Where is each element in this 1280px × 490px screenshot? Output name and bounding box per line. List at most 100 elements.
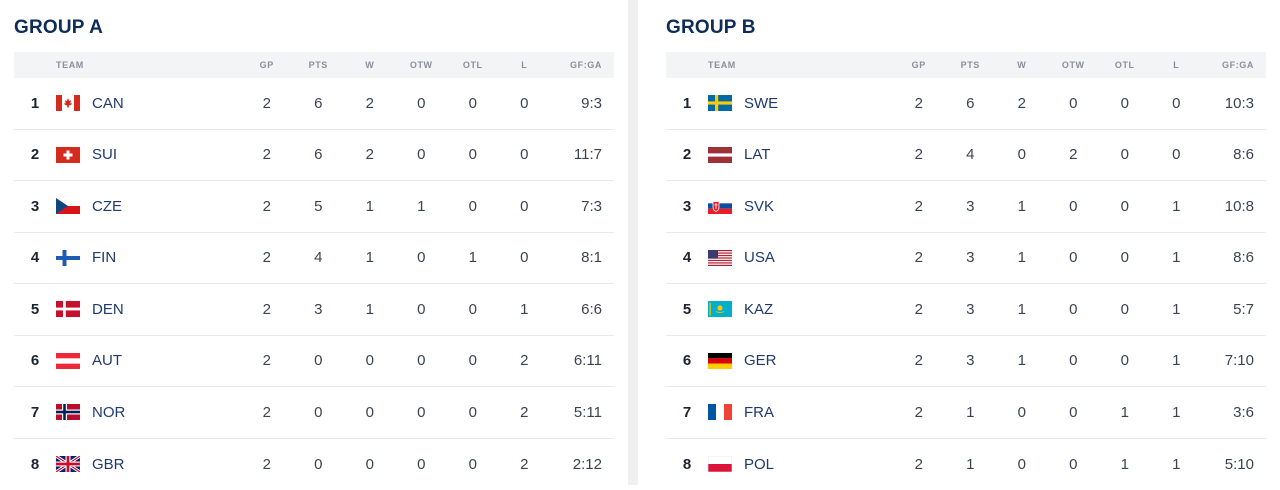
latvia-flag-icon [708,147,744,163]
group-b-title: GROUP B [666,17,756,39]
col-gfga: GF:GA [550,60,614,70]
pts-cell: 0 [293,404,345,421]
otl-cell: 0 [447,301,499,318]
rank-cell: 4 [666,249,708,266]
col-otl: OTL [1099,60,1151,70]
pts-cell: 5 [293,198,345,215]
rank-cell: 5 [666,301,708,318]
team-link[interactable]: CZE [92,198,241,215]
gfga-cell: 10:3 [1202,95,1266,112]
gfga-cell: 8:6 [1202,146,1266,163]
team-link[interactable]: SUI [92,146,241,163]
l-cell: 1 [1151,301,1203,318]
denmark-flag-icon [56,301,92,317]
l-cell: 1 [1151,198,1203,215]
rank-cell: 7 [14,404,56,421]
team-link[interactable]: SWE [744,95,893,112]
gp-cell: 2 [893,301,945,318]
col-l: L [499,60,551,70]
team-link[interactable]: GBR [92,456,241,473]
poland-flag-icon [708,456,744,472]
czechia-flag-icon [56,198,92,214]
l-cell: 1 [499,301,551,318]
gp-cell: 2 [241,198,293,215]
otl-cell: 0 [1099,249,1151,266]
l-cell: 2 [499,352,551,369]
team-link[interactable]: KAZ [744,301,893,318]
team-link[interactable]: DEN [92,301,241,318]
team-link[interactable]: CAN [92,95,241,112]
l-cell: 2 [499,404,551,421]
otw-cell: 0 [396,404,448,421]
w-cell: 0 [996,146,1048,163]
team-link[interactable]: FIN [92,249,241,266]
gp-cell: 2 [893,198,945,215]
team-link[interactable]: POL [744,456,893,473]
gfga-cell: 7:10 [1202,352,1266,369]
otw-cell: 0 [1048,456,1100,473]
otl-cell: 0 [1099,95,1151,112]
otl-cell: 0 [1099,301,1151,318]
pts-cell: 1 [945,404,997,421]
rank-cell: 2 [666,146,708,163]
team-link[interactable]: USA [744,249,893,266]
l-cell: 1 [1151,404,1203,421]
w-cell: 2 [996,95,1048,112]
l-cell: 0 [1151,95,1203,112]
gfga-cell: 8:6 [1202,249,1266,266]
w-cell: 2 [344,146,396,163]
team-link[interactable]: AUT [92,352,241,369]
great-britain-flag-icon [56,456,92,472]
col-otl: OTL [447,60,499,70]
w-cell: 0 [996,404,1048,421]
pts-cell: 4 [293,249,345,266]
pts-cell: 1 [945,456,997,473]
team-link[interactable]: GER [744,352,893,369]
germany-flag-icon [708,353,744,369]
team-link[interactable]: NOR [92,404,241,421]
gp-cell: 2 [893,146,945,163]
w-cell: 1 [344,301,396,318]
team-link[interactable]: LAT [744,146,893,163]
col-w: W [344,60,396,70]
gfga-cell: 6:6 [550,301,614,318]
gp-cell: 2 [893,352,945,369]
team-link[interactable]: SVK [744,198,893,215]
otw-cell: 2 [1048,146,1100,163]
team-link[interactable]: FRA [744,404,893,421]
otw-cell: 0 [396,456,448,473]
otw-cell: 0 [396,352,448,369]
gfga-cell: 5:10 [1202,456,1266,473]
norway-flag-icon [56,404,92,420]
gfga-cell: 5:11 [550,404,614,421]
otl-cell: 0 [447,456,499,473]
pts-cell: 6 [293,95,345,112]
panel-divider [628,0,638,485]
gp-cell: 2 [241,404,293,421]
gp-cell: 2 [241,456,293,473]
col-gp: GP [893,60,945,70]
france-flag-icon [708,404,744,420]
rank-cell: 7 [666,404,708,421]
gfga-cell: 5:7 [1202,301,1266,318]
gp-cell: 2 [241,301,293,318]
otw-cell: 0 [1048,352,1100,369]
gfga-cell: 11:7 [550,146,614,163]
rank-cell: 4 [14,249,56,266]
l-cell: 0 [499,249,551,266]
rank-cell: 6 [666,352,708,369]
otw-cell: 0 [1048,301,1100,318]
col-team: TEAM [56,60,149,70]
pts-cell: 3 [945,198,997,215]
